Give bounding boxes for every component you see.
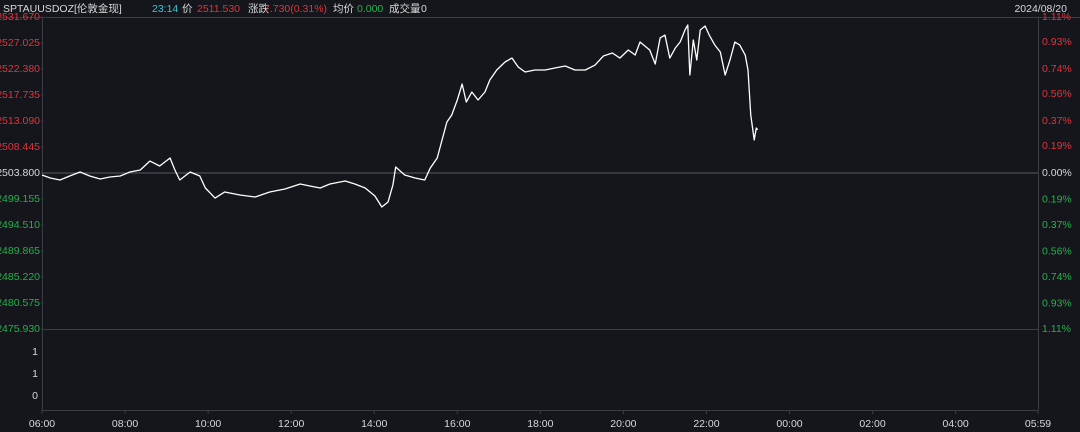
y2-tick-label: 0.74% <box>1042 271 1072 283</box>
x-tick-label: 18:00 <box>527 418 553 430</box>
y2-tick-label: 1.11% <box>1042 323 1071 335</box>
y2-tick-label: 0.93% <box>1042 36 1072 48</box>
y2-tick-label: 0.37% <box>1042 219 1072 231</box>
volume-axis-label: 1 <box>32 346 38 358</box>
x-tick-label: 02:00 <box>859 418 885 430</box>
x-tick-label: 20:00 <box>610 418 636 430</box>
y2-tick-label: 0.37% <box>1042 115 1072 127</box>
y-tick-label: 2489.865 <box>0 245 40 257</box>
y-tick-label: 2522.380 <box>0 63 40 75</box>
x-tick-label: 16:00 <box>444 418 470 430</box>
x-tick-label: 06:00 <box>29 418 55 430</box>
y2-tick-label: 0.56% <box>1042 88 1072 100</box>
y-tick-label: 2485.220 <box>0 271 40 283</box>
x-tick-label: 04:00 <box>942 418 968 430</box>
x-tick-label: 14:00 <box>361 418 387 430</box>
y2-tick-label: 0.93% <box>1042 297 1072 309</box>
instrument-title: SPTAUUSDOZ[伦敦金现] <box>3 2 122 15</box>
header-avg: 0.000 <box>357 3 383 15</box>
x-tick-label: 00:00 <box>776 418 802 430</box>
header-label: 涨跌 <box>248 2 269 15</box>
volume-axis-label: 0 <box>32 390 38 402</box>
y2-tick-label: 0.56% <box>1042 245 1072 257</box>
header-date: 2024/08/20 <box>1014 3 1067 15</box>
header-label: 成交量 <box>389 2 421 15</box>
y2-tick-label: 0.00% <box>1042 167 1072 179</box>
header-time: 23:14 <box>152 3 178 15</box>
volume-axis-label: 1 <box>32 368 38 380</box>
y-tick-label: 2494.510 <box>0 219 40 231</box>
y-tick-label: 2531.670 <box>0 11 40 23</box>
y-tick-label: 2517.735 <box>0 89 40 101</box>
y-tick-label: 2513.090 <box>0 115 40 127</box>
x-tick-label: 12:00 <box>278 418 304 430</box>
header-label: 均价 <box>333 3 354 15</box>
y2-tick-label: 0.19% <box>1042 140 1072 152</box>
header-label: 价 <box>182 3 193 15</box>
y-tick-label: 2499.155 <box>0 193 40 205</box>
y-tick-label: 2503.800 <box>0 167 40 179</box>
y-tick-label: 2475.930 <box>0 323 40 335</box>
y-tick-label: 2508.445 <box>0 141 40 153</box>
header-volume: 0 <box>421 3 427 15</box>
x-tick-label: 10:00 <box>195 418 221 430</box>
y2-tick-label: 0.19% <box>1042 193 1072 205</box>
y-tick-label: 2480.575 <box>0 297 40 309</box>
price-line <box>41 24 759 208</box>
x-tick-label: 08:00 <box>112 418 138 430</box>
y2-tick-label: 1.11% <box>1042 11 1071 23</box>
x-tick-label: 05:59 <box>1025 418 1051 430</box>
x-tick-label: 22:00 <box>693 418 719 430</box>
header-change: 7.730(0.31%) <box>264 3 327 15</box>
y2-tick-label: 0.74% <box>1042 63 1072 75</box>
header-price: 2511.530 <box>197 3 240 15</box>
y-tick-label: 2527.025 <box>0 37 40 49</box>
